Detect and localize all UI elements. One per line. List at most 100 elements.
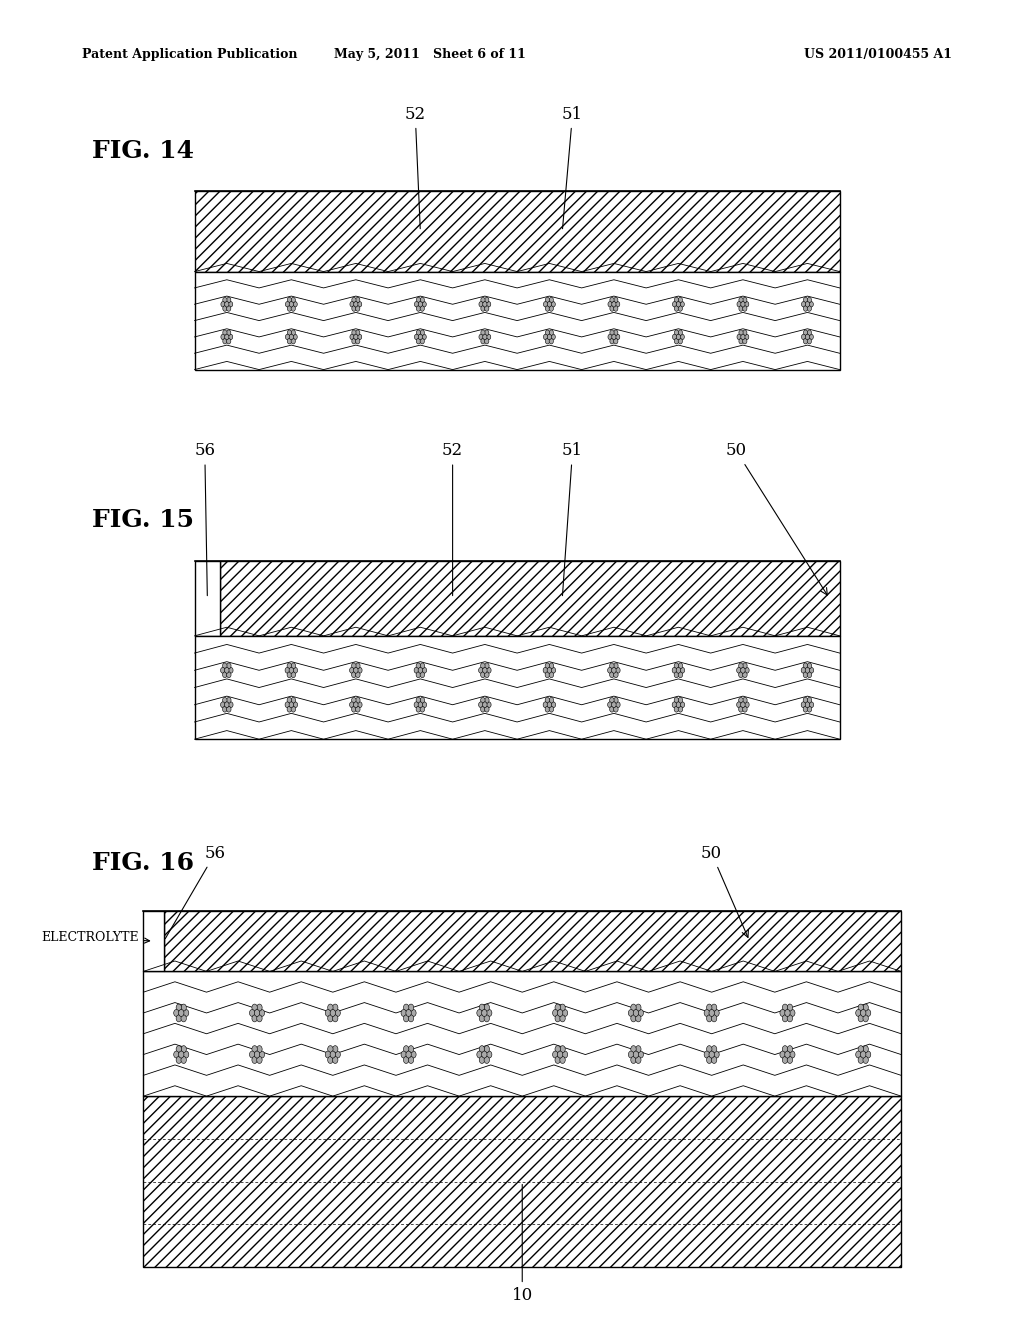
Circle shape: [629, 1010, 634, 1016]
Circle shape: [486, 702, 492, 708]
Circle shape: [420, 706, 425, 711]
Circle shape: [738, 663, 743, 669]
Circle shape: [481, 306, 485, 312]
Circle shape: [259, 1051, 264, 1059]
Circle shape: [486, 301, 490, 308]
Circle shape: [480, 663, 485, 669]
Circle shape: [784, 1010, 791, 1016]
Circle shape: [737, 334, 741, 339]
Circle shape: [740, 702, 745, 708]
Circle shape: [782, 1056, 787, 1064]
Circle shape: [401, 1010, 407, 1016]
Circle shape: [355, 306, 359, 312]
Circle shape: [479, 1056, 484, 1064]
Circle shape: [222, 697, 227, 704]
Circle shape: [479, 1045, 484, 1052]
Circle shape: [782, 1015, 787, 1022]
Circle shape: [547, 702, 552, 708]
Circle shape: [707, 1005, 712, 1011]
Circle shape: [486, 1051, 492, 1059]
Circle shape: [805, 702, 810, 708]
Circle shape: [615, 334, 620, 339]
Circle shape: [291, 706, 296, 711]
Circle shape: [739, 297, 743, 302]
Circle shape: [807, 306, 811, 312]
Circle shape: [481, 330, 485, 335]
Circle shape: [673, 301, 677, 308]
Circle shape: [228, 301, 232, 308]
Circle shape: [291, 672, 296, 677]
Circle shape: [707, 1056, 712, 1064]
Circle shape: [403, 1015, 409, 1022]
Circle shape: [551, 702, 556, 708]
Circle shape: [549, 697, 554, 704]
Circle shape: [631, 1045, 636, 1052]
Circle shape: [553, 1010, 558, 1016]
Circle shape: [289, 334, 294, 339]
Circle shape: [174, 1010, 179, 1016]
Circle shape: [638, 1010, 643, 1016]
Circle shape: [224, 334, 229, 339]
Circle shape: [678, 706, 683, 711]
Circle shape: [228, 668, 233, 673]
Circle shape: [545, 672, 550, 677]
Circle shape: [678, 672, 683, 677]
Circle shape: [357, 301, 361, 308]
Circle shape: [226, 330, 230, 335]
Circle shape: [675, 306, 679, 312]
Circle shape: [709, 1051, 715, 1059]
Circle shape: [742, 697, 748, 704]
Circle shape: [416, 663, 421, 669]
Circle shape: [742, 306, 746, 312]
Circle shape: [351, 706, 356, 711]
Circle shape: [714, 1051, 719, 1059]
Bar: [195, 636, 840, 739]
Circle shape: [228, 334, 232, 339]
Circle shape: [804, 306, 808, 312]
Circle shape: [736, 702, 741, 708]
Circle shape: [288, 297, 292, 302]
Bar: [220, 561, 840, 636]
Circle shape: [613, 306, 617, 312]
Circle shape: [406, 1010, 412, 1016]
Circle shape: [560, 1056, 565, 1064]
Circle shape: [636, 1056, 641, 1064]
Circle shape: [351, 663, 356, 669]
Circle shape: [484, 297, 488, 302]
Circle shape: [557, 1010, 563, 1016]
Circle shape: [403, 1005, 409, 1011]
Circle shape: [289, 301, 294, 308]
Circle shape: [705, 1010, 710, 1016]
Circle shape: [740, 334, 745, 339]
Circle shape: [333, 1056, 338, 1064]
Circle shape: [479, 334, 483, 339]
Circle shape: [807, 297, 811, 302]
Text: 51: 51: [562, 442, 583, 595]
Circle shape: [560, 1045, 565, 1052]
Circle shape: [613, 706, 618, 711]
Circle shape: [291, 330, 295, 335]
Circle shape: [680, 334, 684, 339]
Circle shape: [335, 1051, 340, 1059]
Circle shape: [737, 301, 741, 308]
Circle shape: [181, 1045, 186, 1052]
Circle shape: [333, 1045, 338, 1052]
Circle shape: [860, 1010, 866, 1016]
Circle shape: [288, 338, 292, 345]
Circle shape: [422, 334, 426, 339]
Circle shape: [672, 668, 677, 673]
Circle shape: [802, 334, 806, 339]
Circle shape: [680, 301, 684, 308]
Text: Patent Application Publication: Patent Application Publication: [82, 48, 297, 61]
Circle shape: [615, 702, 621, 708]
Circle shape: [328, 1005, 333, 1011]
Circle shape: [631, 1015, 636, 1022]
Circle shape: [738, 706, 743, 711]
Circle shape: [226, 663, 231, 669]
Circle shape: [409, 1015, 414, 1022]
Circle shape: [863, 1015, 868, 1022]
Circle shape: [486, 1010, 492, 1016]
Circle shape: [478, 702, 483, 708]
Circle shape: [420, 663, 425, 669]
Circle shape: [803, 663, 808, 669]
